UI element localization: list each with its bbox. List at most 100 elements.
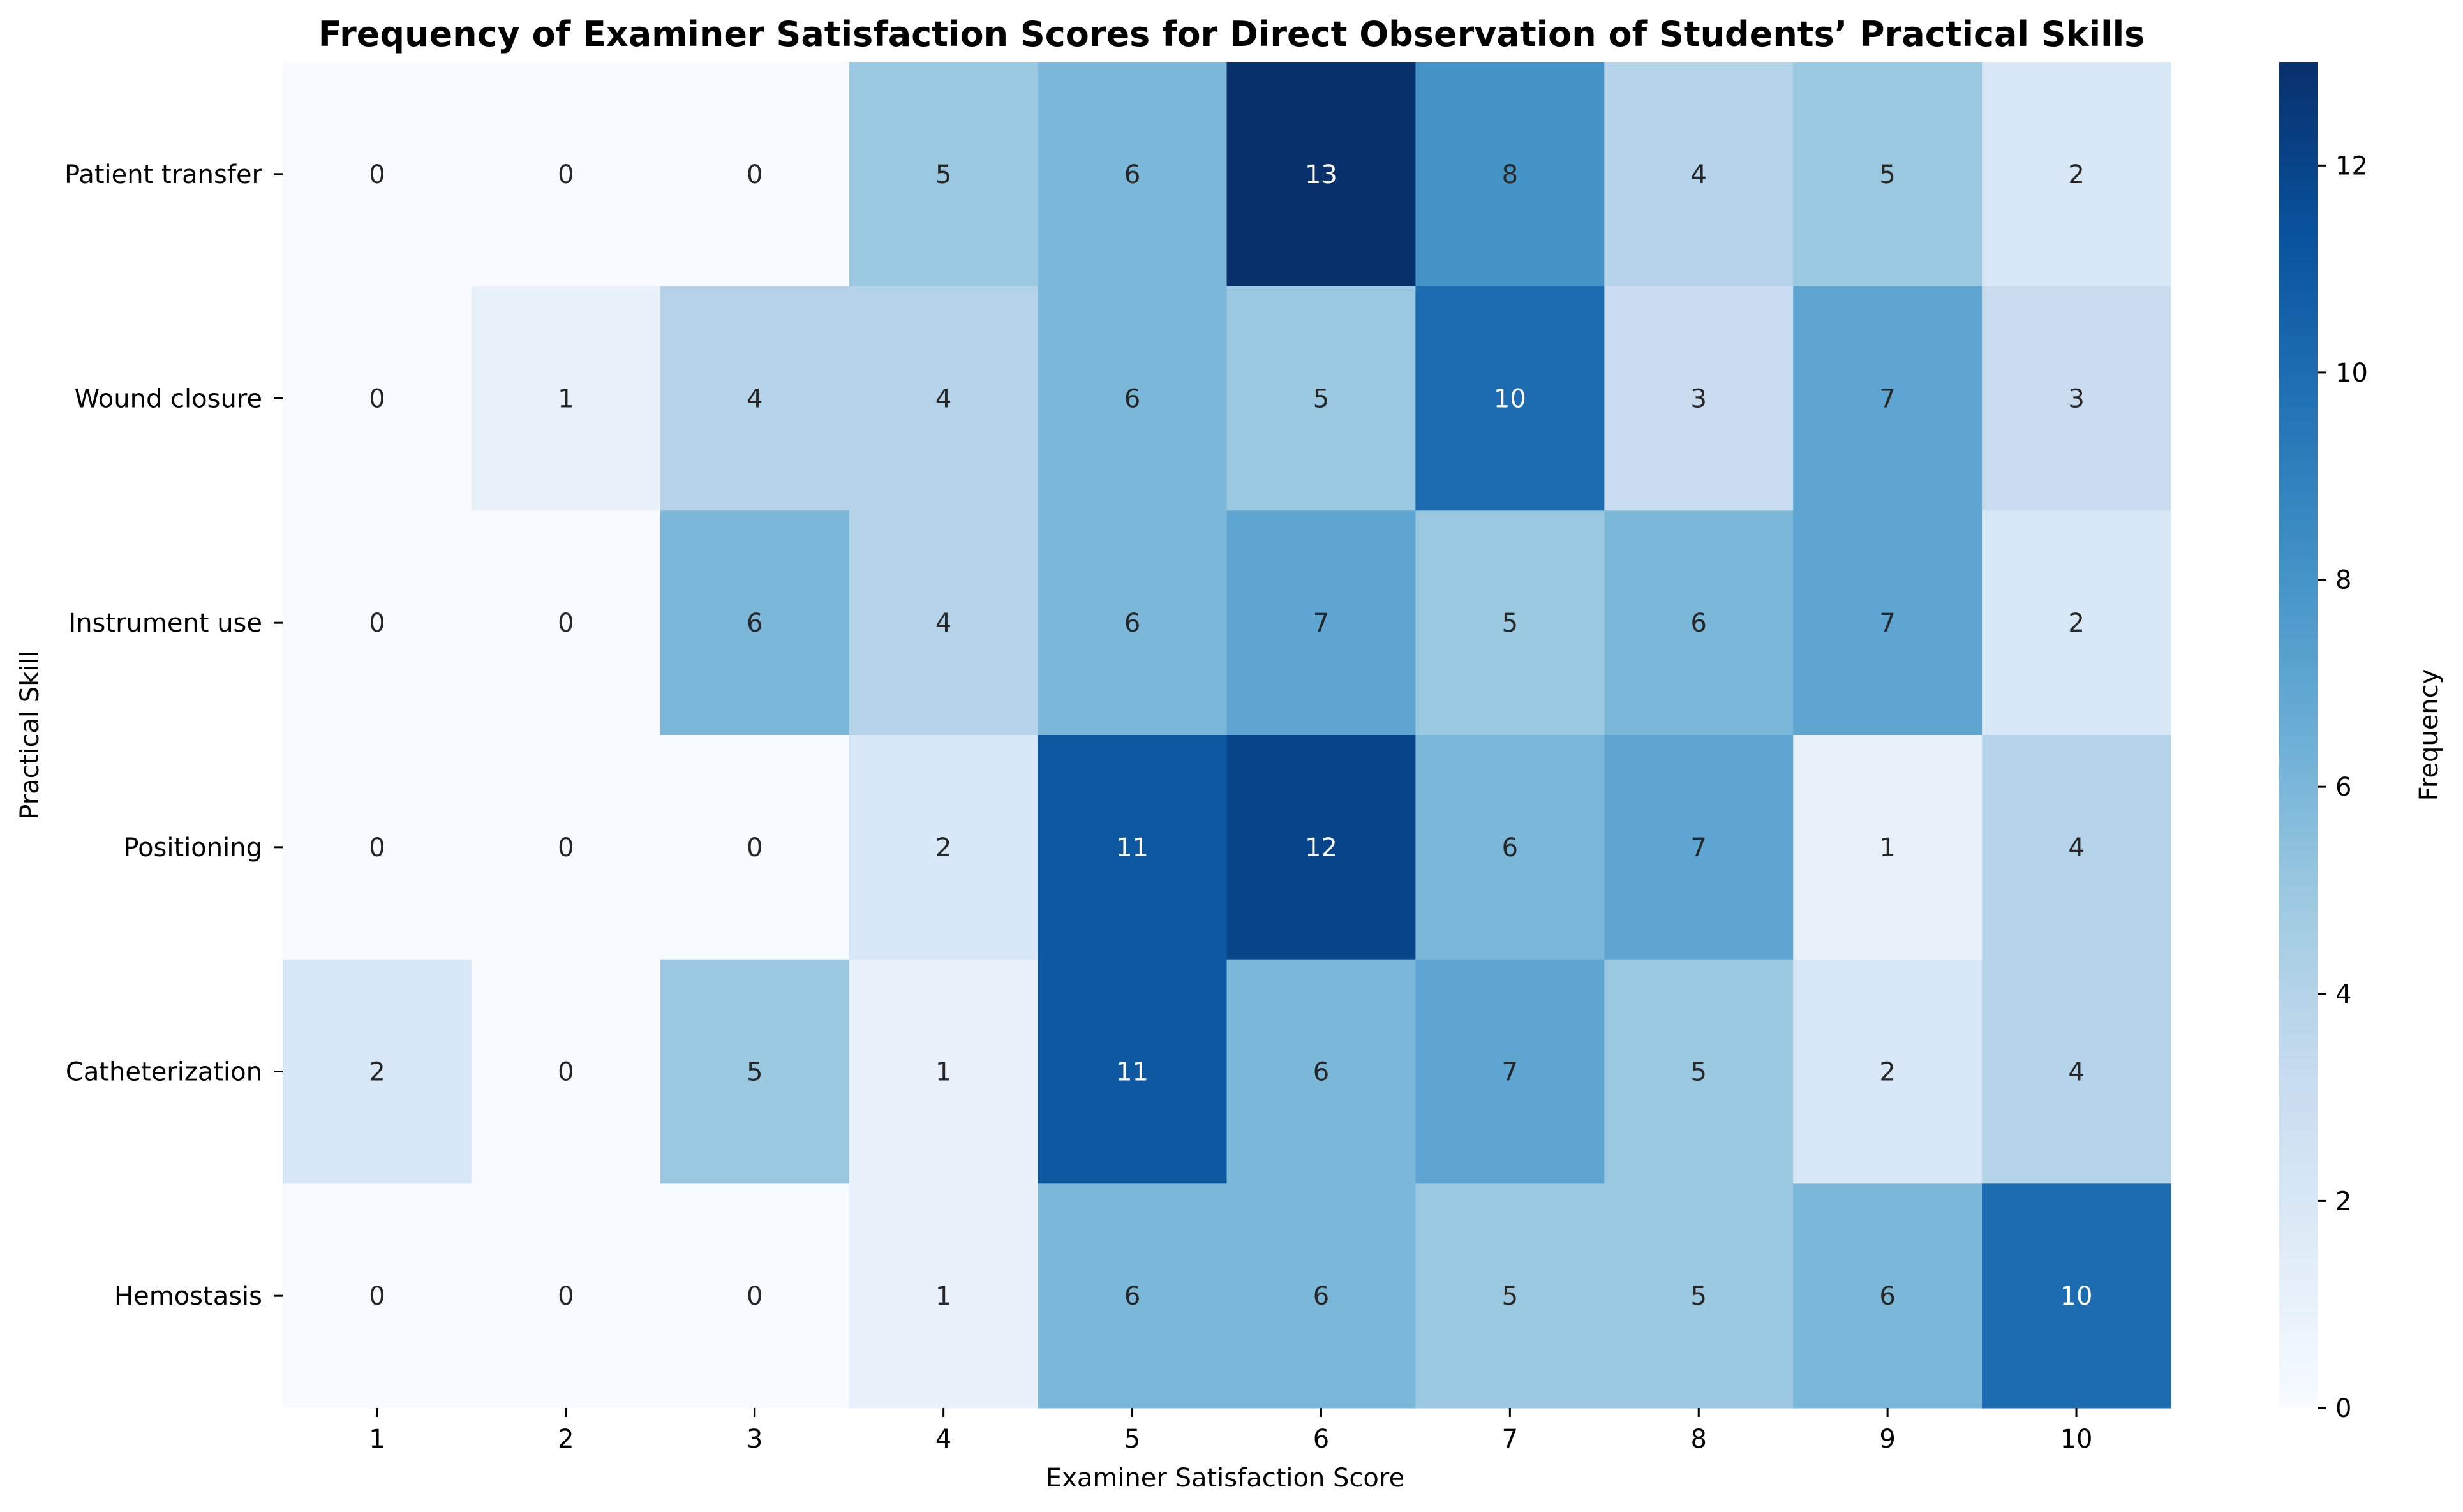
heatmap-cell: [283, 1183, 472, 1409]
heatmap-cell: [1415, 510, 1605, 736]
cell-value-label: 0: [558, 160, 574, 189]
heatmap-cell: [471, 510, 661, 736]
heatmap-cell: [1982, 510, 2171, 736]
cell-value-label: 12: [1305, 833, 1337, 863]
colorbar-tick-label: 2: [2335, 1187, 2351, 1216]
y-tick-label: Instrument use: [68, 609, 262, 638]
cell-value-label: 5: [1502, 609, 1518, 638]
cell-value-label: 0: [747, 1282, 763, 1311]
heatmap-cell: [283, 959, 472, 1184]
cell-value-label: 4: [747, 385, 763, 414]
cell-value-label: 7: [1691, 833, 1707, 863]
heatmap-cell: [1038, 959, 1227, 1184]
heatmap-cell: [1793, 735, 1983, 960]
cell-value-label: 10: [2060, 1282, 2093, 1311]
heatmap-cell: [471, 1183, 661, 1409]
y-tick-label: Positioning: [123, 833, 262, 863]
heatmap-cell: [1226, 286, 1416, 511]
cell-value-label: 1: [935, 1058, 951, 1087]
x-tick-label: 6: [1313, 1425, 1329, 1454]
heatmap-cell: [1982, 959, 2171, 1184]
heatmap-cell: [1415, 286, 1605, 511]
cell-value-label: 7: [1313, 609, 1329, 638]
heatmap-cell: [1415, 959, 1605, 1184]
cell-value-label: 4: [935, 609, 951, 638]
x-axis-ticks: 1 2 3 4 5 6 7 8 9 10: [369, 1408, 2093, 1454]
heatmap-cell: [849, 735, 1039, 960]
cell-value-label: 10: [1494, 385, 1526, 414]
heatmap-cell: [660, 735, 850, 960]
heatmap-cell: [1604, 510, 1794, 736]
heatmap-cell: [283, 510, 472, 736]
cell-value-label: 7: [1879, 385, 1895, 414]
cell-value-label: 0: [558, 1282, 574, 1311]
heatmap-cell: [1038, 286, 1227, 511]
heatmap-cell: [1038, 1183, 1227, 1409]
heatmap-cell: [1793, 286, 1983, 511]
x-tick-label: 3: [747, 1425, 763, 1454]
heatmap-cell: [283, 735, 472, 960]
cell-value-label: 5: [935, 160, 951, 189]
colorbar-tick-label: 4: [2335, 980, 2351, 1009]
heatmap-cell-labels: 0 0 0 5 6 13 8 4 5 20 1 4 4 6 5 10 3 7 30 0 6 4 6 7 5 6 7 20 0 0 2 11 12…: [369, 160, 2092, 1311]
cell-value-label: 0: [558, 833, 574, 863]
cell-value-label: 8: [1502, 160, 1518, 189]
x-tick-label: 4: [935, 1425, 951, 1454]
x-tick-label: 1: [369, 1425, 385, 1454]
cell-value-label: 5: [1691, 1282, 1707, 1311]
heatmap-cell: [1604, 62, 1794, 287]
cell-value-label: 11: [1116, 1058, 1149, 1087]
heatmap-cell: [1415, 735, 1605, 960]
colorbar-label: Frequency: [2415, 669, 2444, 801]
cell-value-label: 0: [369, 609, 385, 638]
cell-value-label: 2: [935, 833, 951, 863]
heatmap-cell: [1226, 1183, 1416, 1409]
cell-value-label: 6: [1313, 1282, 1329, 1311]
colorbar-ticks: 0 2 4 6 8 10 12: [2318, 151, 2368, 1423]
cell-value-label: 2: [2068, 160, 2084, 189]
cell-value-label: 4: [1691, 160, 1707, 189]
cell-value-label: 4: [935, 385, 951, 414]
cell-value-label: 4: [2068, 1058, 2084, 1087]
heatmap-cell: [283, 286, 472, 511]
y-tick-label: Wound closure: [75, 385, 262, 414]
colorbar-tick-label: 0: [2335, 1394, 2351, 1423]
cell-value-label: 2: [2068, 609, 2084, 638]
colorbar-tick-label: 10: [2335, 359, 2368, 388]
heatmap-cell: [660, 510, 850, 736]
heatmap-cell: [1982, 62, 2171, 287]
cell-value-label: 7: [1502, 1058, 1518, 1087]
heatmap-cell: [1604, 286, 1794, 511]
heatmap-cell: [849, 62, 1039, 287]
x-axis-label: Examiner Satisfaction Score: [1046, 1464, 1404, 1493]
cell-value-label: 5: [747, 1058, 763, 1087]
heatmap-cell: [471, 959, 661, 1184]
heatmap-cell: [660, 959, 850, 1184]
colorbar-tick-label: 12: [2335, 151, 2368, 181]
heatmap-cell: [1226, 510, 1416, 736]
cell-value-label: 6: [1124, 1282, 1140, 1311]
cell-value-label: 0: [369, 160, 385, 189]
chart-title: Frequency of Examiner Satisfaction Score…: [318, 14, 2145, 54]
heatmap-cell: [1415, 1183, 1605, 1409]
cell-value-label: 6: [1879, 1282, 1895, 1311]
heatmap-cell: [849, 510, 1039, 736]
cell-value-label: 5: [1691, 1058, 1707, 1087]
cell-value-label: 4: [2068, 833, 2084, 863]
cell-value-label: 6: [1124, 609, 1140, 638]
x-tick-label: 8: [1691, 1425, 1707, 1454]
colorbar-tick-label: 8: [2335, 566, 2351, 595]
y-tick-label: Hemostasis: [114, 1282, 262, 1311]
cell-value-label: 0: [369, 385, 385, 414]
cell-value-label: 5: [1313, 385, 1329, 414]
heatmap-cell: [1982, 1183, 2171, 1409]
cell-value-label: 11: [1116, 833, 1149, 863]
x-tick-label: 9: [1879, 1425, 1895, 1454]
heatmap-cell: [849, 286, 1039, 511]
heatmap-cell: [1038, 62, 1227, 287]
cell-value-label: 1: [558, 385, 574, 414]
cell-value-label: 6: [1124, 160, 1140, 189]
x-tick-label: 2: [558, 1425, 574, 1454]
heatmap-cell: [1793, 1183, 1983, 1409]
colorbar-tick-label: 6: [2335, 773, 2351, 802]
